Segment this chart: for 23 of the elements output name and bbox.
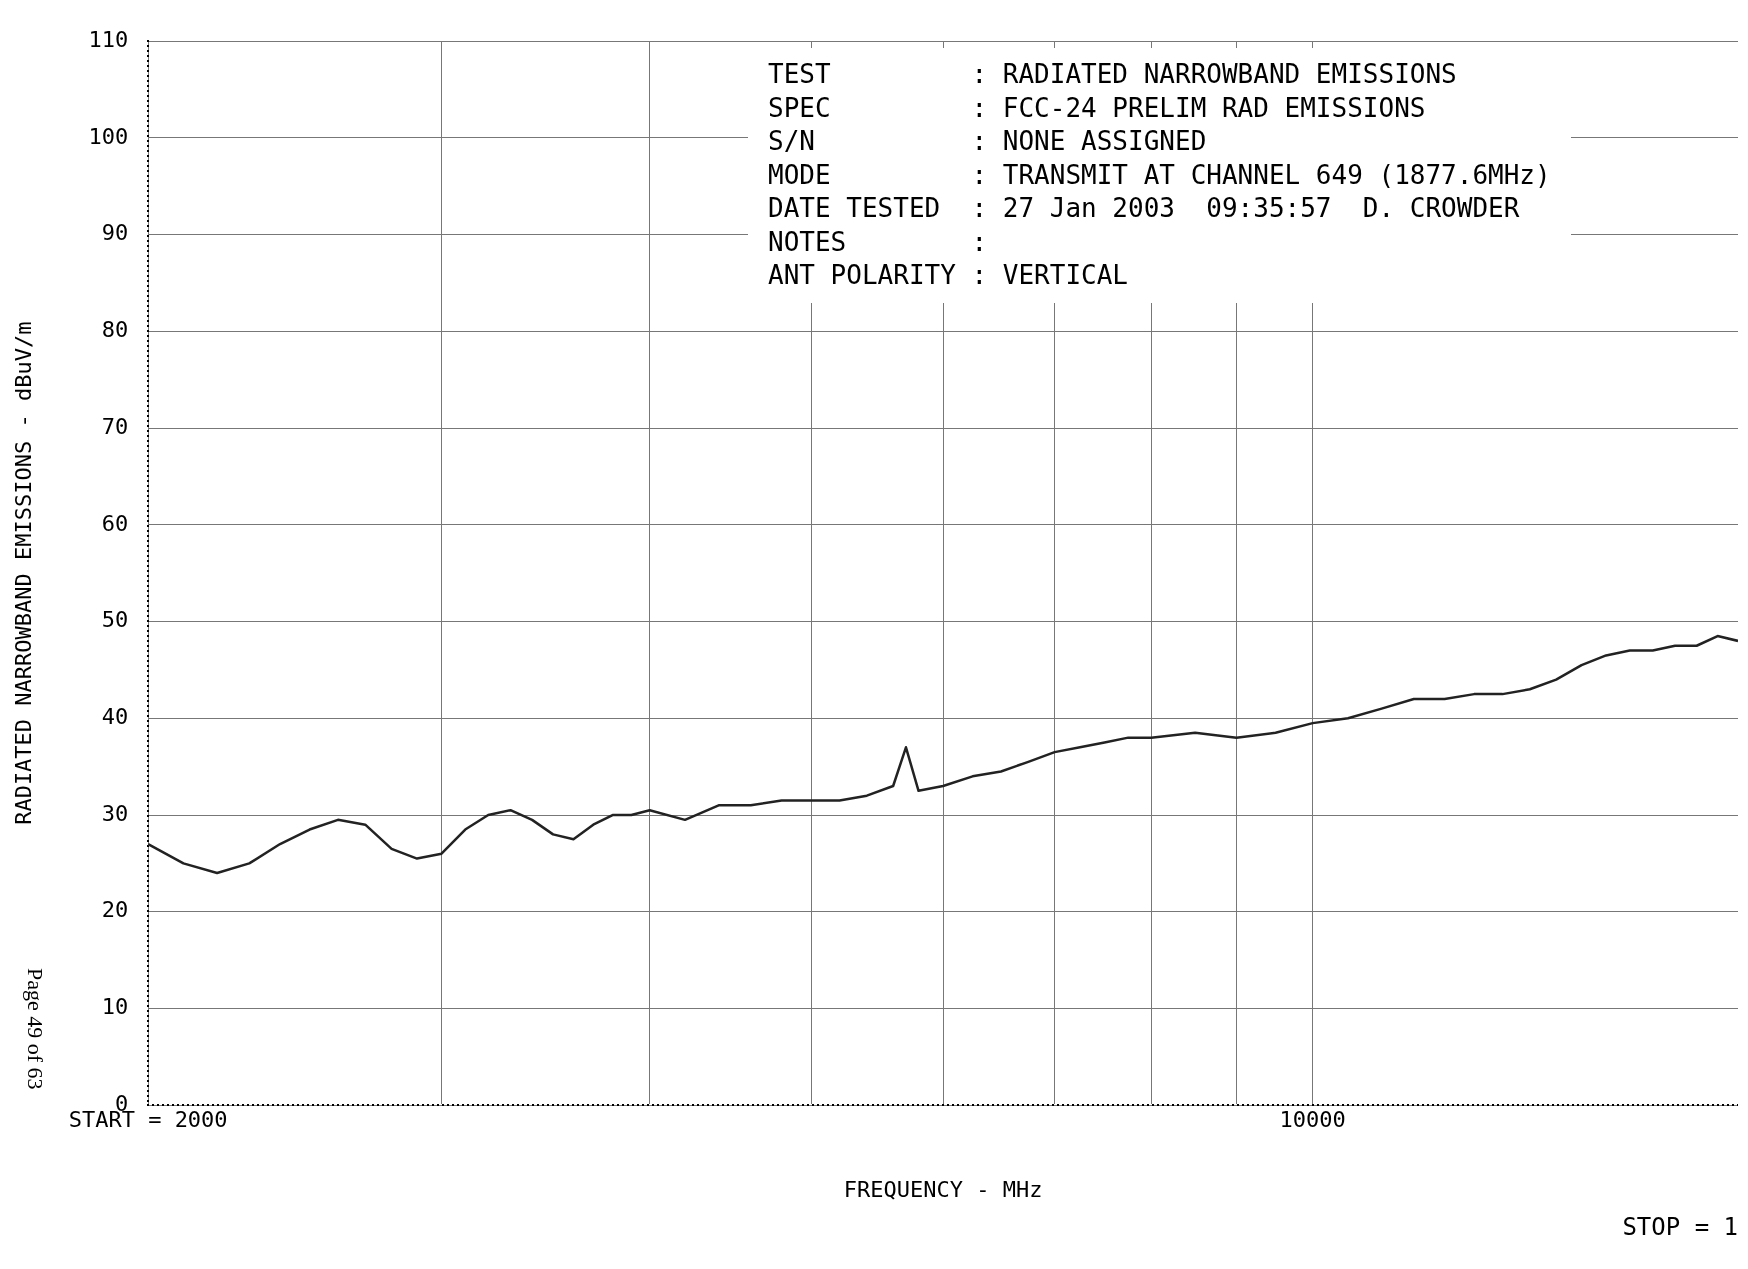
text: STOP = 1 bbox=[1622, 1213, 1738, 1241]
y-tick-label: 20 bbox=[101, 897, 129, 923]
x-axis-title: FREQUENCY - MHz bbox=[843, 1176, 1043, 1202]
y-tick-label: 30 bbox=[101, 800, 129, 826]
y-tick-label: 90 bbox=[101, 220, 129, 246]
y-tick-label: 100 bbox=[88, 123, 129, 149]
annotation: NOTES : bbox=[768, 225, 989, 259]
annotation: TEST : RADIATED NARROWBAND EMISSIONS bbox=[768, 58, 1458, 91]
annotation: MODE : TRANSMIT AT CHANNEL 649 (1877.6MHz) bbox=[768, 158, 1551, 192]
text: Page 49 of 63 bbox=[22, 968, 48, 1090]
y-tick-label: 40 bbox=[101, 704, 129, 730]
y-tick-label: 50 bbox=[101, 607, 129, 633]
y-tick-label: 110 bbox=[88, 26, 129, 52]
y-tick-label: 10 bbox=[101, 994, 129, 1020]
y-axis-title: RADIATED NARROWBAND EMISSIONS - dBuV/m bbox=[10, 321, 36, 825]
y-tick-label: 80 bbox=[101, 317, 129, 343]
annotation: DATE TESTED : 27 Jan 2003 09:35:57 D. CROWDER bbox=[768, 192, 1521, 225]
y-tick-label: 60 bbox=[101, 510, 129, 536]
y-tick-label: 70 bbox=[101, 413, 129, 439]
x-tick-label: 10000 bbox=[1279, 1107, 1346, 1133]
annotation: SPEC : FCC-24 PRELIM RAD EMISSIONS bbox=[768, 91, 1427, 125]
annotation: ANT POLARITY : VERTICAL bbox=[768, 259, 1130, 292]
annotation: S/N : NONE ASSIGNED bbox=[768, 125, 1208, 158]
